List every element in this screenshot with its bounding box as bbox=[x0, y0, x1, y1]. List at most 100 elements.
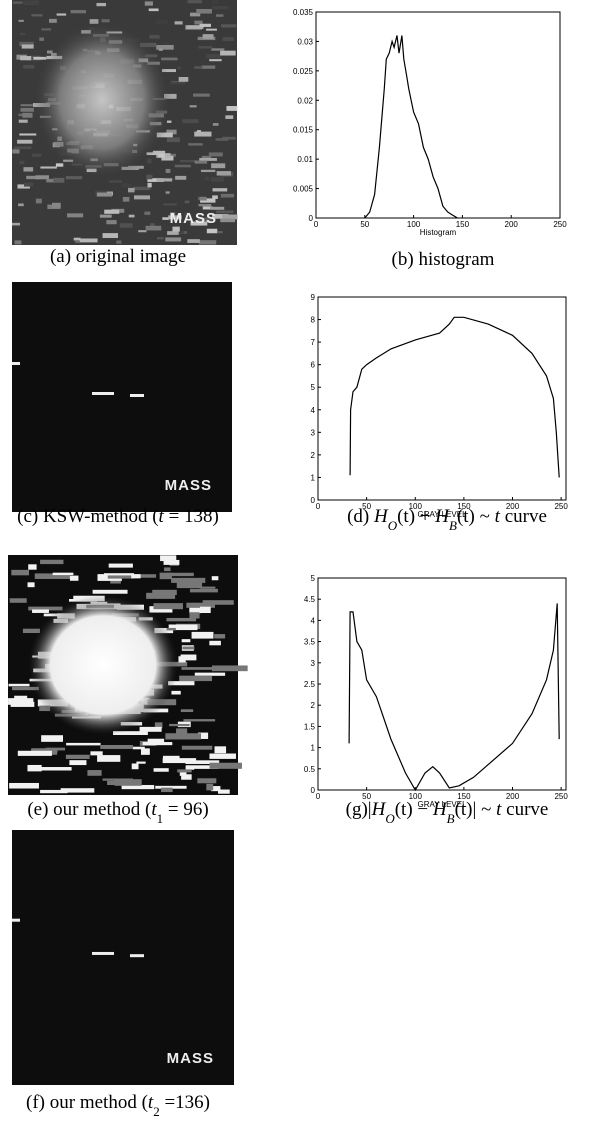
image-texture bbox=[12, 149, 20, 154]
image-texture bbox=[171, 690, 181, 695]
image-texture bbox=[175, 175, 187, 180]
image-texture bbox=[25, 55, 41, 61]
image-texture bbox=[199, 586, 216, 589]
x-tick-label: 50 bbox=[362, 502, 371, 511]
image-texture bbox=[172, 226, 180, 232]
image-texture bbox=[9, 782, 39, 789]
y-tick-label: 3.5 bbox=[304, 638, 316, 647]
image-texture bbox=[186, 602, 216, 608]
image-texture bbox=[114, 779, 142, 786]
image-texture bbox=[92, 951, 114, 955]
image-texture bbox=[18, 203, 24, 207]
image-texture bbox=[69, 760, 87, 766]
image-texture bbox=[113, 731, 148, 735]
image-texture bbox=[66, 213, 84, 218]
image-texture bbox=[104, 209, 120, 214]
image-overlay: MASS bbox=[170, 210, 217, 227]
image-texture bbox=[12, 686, 39, 691]
image-texture bbox=[184, 200, 190, 204]
image-texture bbox=[174, 164, 191, 168]
image-texture bbox=[26, 175, 40, 180]
data-line bbox=[349, 316, 560, 478]
image-texture bbox=[122, 196, 130, 202]
image-texture bbox=[121, 784, 155, 790]
image-texture bbox=[131, 763, 139, 770]
image-texture bbox=[40, 166, 57, 169]
image-texture bbox=[27, 582, 35, 588]
image-texture bbox=[108, 563, 133, 568]
image-texture bbox=[40, 789, 68, 794]
image-texture bbox=[206, 783, 214, 791]
image-texture bbox=[178, 230, 184, 234]
x-axis-label: Histogram bbox=[420, 228, 457, 237]
image-texture bbox=[193, 93, 210, 97]
image-texture bbox=[92, 589, 128, 594]
image-texture bbox=[69, 575, 79, 581]
image-texture bbox=[121, 183, 132, 188]
image-texture bbox=[209, 762, 242, 769]
image-texture bbox=[200, 198, 216, 203]
image-texture bbox=[32, 20, 172, 180]
image-texture bbox=[107, 780, 121, 786]
caption-part: (a) original image bbox=[50, 246, 186, 267]
image-texture bbox=[168, 624, 198, 631]
image-texture bbox=[21, 44, 34, 49]
image-texture bbox=[216, 210, 234, 214]
image-texture bbox=[211, 665, 248, 672]
caption-part: t bbox=[151, 799, 157, 820]
x-tick-label: 250 bbox=[553, 220, 567, 229]
image-texture bbox=[146, 592, 176, 599]
image-texture bbox=[181, 667, 214, 670]
image-texture bbox=[14, 240, 22, 245]
image-texture bbox=[97, 755, 121, 762]
image-texture bbox=[50, 735, 60, 739]
caption-part: (t)| ~ bbox=[455, 799, 497, 820]
image-texture bbox=[189, 606, 201, 614]
image-texture bbox=[163, 42, 170, 47]
caption-part: (e) our method ( bbox=[27, 799, 151, 820]
image-texture bbox=[12, 222, 21, 226]
caption-part: (f) our method ( bbox=[26, 1092, 148, 1113]
y-tick-label: 2 bbox=[311, 451, 316, 460]
image-texture bbox=[138, 230, 147, 233]
image-texture bbox=[214, 746, 227, 754]
image-texture bbox=[165, 168, 171, 173]
image-texture bbox=[18, 19, 24, 22]
image-texture bbox=[130, 954, 144, 958]
caption-part: = 138) bbox=[164, 506, 219, 527]
image-texture bbox=[199, 606, 211, 614]
image-texture bbox=[226, 106, 238, 111]
image-texture bbox=[144, 211, 151, 215]
image-texture bbox=[176, 581, 203, 589]
image-texture bbox=[212, 214, 229, 219]
image-texture bbox=[202, 600, 234, 605]
image-texture bbox=[220, 193, 235, 198]
image-texture bbox=[198, 240, 217, 245]
image-texture bbox=[217, 789, 230, 794]
data-line bbox=[348, 603, 560, 792]
image-texture bbox=[53, 177, 65, 183]
image-overlay: MASS bbox=[165, 477, 212, 494]
x-tick-label: 200 bbox=[505, 220, 519, 229]
x-tick-label: 0 bbox=[314, 220, 319, 229]
caption-part: = 96) bbox=[163, 799, 209, 820]
image-texture bbox=[165, 733, 202, 740]
image-texture bbox=[212, 123, 219, 126]
image-texture bbox=[119, 223, 133, 228]
image-texture bbox=[174, 21, 183, 25]
image-texture bbox=[164, 567, 171, 572]
image-texture bbox=[196, 8, 212, 14]
y-tick-label: 1 bbox=[311, 473, 316, 482]
image-texture bbox=[162, 758, 197, 764]
image-texture bbox=[179, 769, 187, 776]
y-tick-label: 7 bbox=[311, 338, 316, 347]
image-texture bbox=[128, 187, 135, 193]
image-texture bbox=[178, 77, 189, 82]
x-tick-label: 100 bbox=[409, 502, 423, 511]
caption-part: B bbox=[449, 518, 457, 533]
image-texture bbox=[211, 163, 226, 169]
image-texture bbox=[155, 785, 187, 789]
image-texture bbox=[17, 139, 33, 144]
y-tick-label: 0.5 bbox=[304, 765, 316, 774]
image-texture bbox=[194, 672, 226, 676]
